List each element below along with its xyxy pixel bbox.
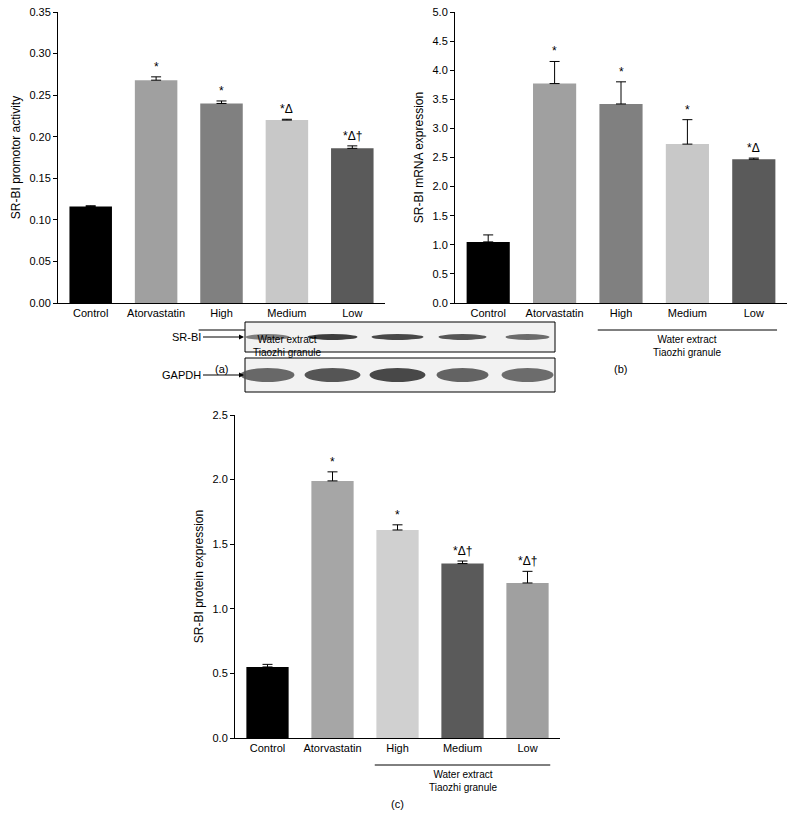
svg-text:Medium: Medium — [668, 307, 707, 319]
svg-text:4.5: 4.5 — [433, 35, 448, 47]
svg-text:*: * — [330, 455, 335, 469]
svg-text:1.5: 1.5 — [433, 210, 448, 222]
svg-text:Low: Low — [342, 307, 362, 319]
svg-text:0.5: 0.5 — [213, 667, 228, 679]
svg-text:0.20: 0.20 — [29, 131, 50, 143]
svg-text:Atorvastatin: Atorvastatin — [127, 307, 185, 319]
svg-text:1.0: 1.0 — [213, 603, 228, 615]
svg-text:Water extractTiaozhi granule: Water extractTiaozhi granule — [653, 334, 721, 358]
svg-text:(a): (a) — [215, 363, 228, 375]
svg-text:Medium: Medium — [267, 307, 306, 319]
svg-text:Low: Low — [517, 742, 537, 754]
svg-text:0.0: 0.0 — [433, 297, 448, 309]
svg-text:0.25: 0.25 — [29, 89, 50, 101]
svg-text:Control: Control — [250, 742, 285, 754]
svg-text:*Δ†: *Δ† — [518, 554, 537, 568]
svg-text:SR-BI: SR-BI — [172, 331, 201, 343]
svg-text:*Δ: *Δ — [747, 141, 760, 155]
svg-text:*Δ†: *Δ† — [343, 129, 362, 143]
svg-text:GAPDH: GAPDH — [162, 369, 201, 381]
svg-text:*: * — [685, 103, 690, 117]
svg-text:0.05: 0.05 — [29, 255, 50, 267]
svg-text:0.5: 0.5 — [433, 268, 448, 280]
svg-text:*: * — [154, 60, 159, 74]
svg-text:Control: Control — [470, 307, 505, 319]
svg-text:*: * — [219, 84, 224, 98]
svg-text:*: * — [552, 44, 557, 58]
svg-text:(c): (c) — [391, 798, 404, 810]
svg-text:0.00: 0.00 — [29, 297, 50, 309]
svg-text:0.35: 0.35 — [29, 6, 50, 18]
svg-text:Atorvastatin: Atorvastatin — [526, 307, 584, 319]
svg-text:5.0: 5.0 — [433, 6, 448, 18]
svg-text:2.5: 2.5 — [433, 151, 448, 163]
svg-text:*: * — [395, 508, 400, 522]
svg-text:1.5: 1.5 — [213, 538, 228, 550]
svg-text:1.0: 1.0 — [433, 239, 448, 251]
svg-text:High: High — [386, 742, 409, 754]
svg-text:0.10: 0.10 — [29, 214, 50, 226]
svg-text:*: * — [619, 65, 624, 79]
svg-text:SR-BI promotor activity: SR-BI promotor activity — [9, 96, 23, 219]
svg-text:2.0: 2.0 — [433, 180, 448, 192]
svg-text:4.0: 4.0 — [433, 64, 448, 76]
svg-text:Low: Low — [744, 307, 764, 319]
svg-text:High: High — [610, 307, 633, 319]
svg-text:*Δ: *Δ — [280, 102, 293, 116]
svg-text:2.5: 2.5 — [213, 409, 228, 421]
svg-text:Atorvastatin: Atorvastatin — [303, 742, 361, 754]
svg-text:SR-BI protein expression: SR-BI protein expression — [192, 510, 206, 643]
svg-text:Medium: Medium — [443, 742, 482, 754]
svg-text:Water extractTiaozhi granule: Water extractTiaozhi granule — [253, 334, 321, 358]
svg-text:Water extractTiaozhi granule: Water extractTiaozhi granule — [429, 769, 497, 793]
svg-text:High: High — [210, 307, 233, 319]
svg-text:Control: Control — [73, 307, 108, 319]
svg-text:*Δ†: *Δ† — [453, 544, 472, 558]
svg-text:2.0: 2.0 — [213, 473, 228, 485]
svg-text:(b): (b) — [614, 363, 627, 375]
svg-text:3.0: 3.0 — [433, 122, 448, 134]
svg-text:3.5: 3.5 — [433, 93, 448, 105]
svg-text:0.15: 0.15 — [29, 172, 50, 184]
svg-text:SR-BI mRNA expression: SR-BI mRNA expression — [412, 92, 426, 223]
svg-text:0.0: 0.0 — [213, 732, 228, 744]
svg-text:0.30: 0.30 — [29, 47, 50, 59]
